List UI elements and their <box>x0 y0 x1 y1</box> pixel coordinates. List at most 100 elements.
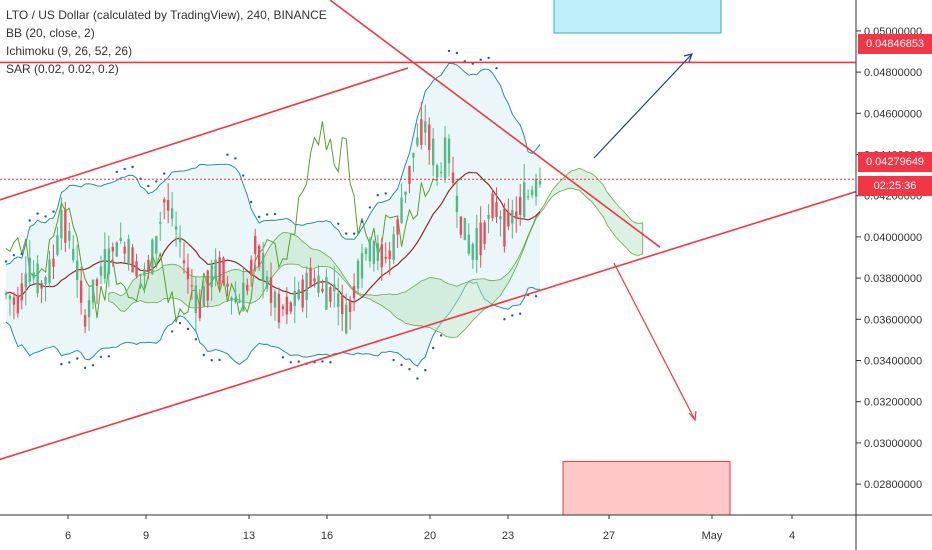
candle-body <box>360 253 364 279</box>
candle-body <box>451 172 455 184</box>
sar-dot <box>368 206 372 209</box>
candle-body <box>210 263 213 288</box>
candle-body <box>214 259 217 279</box>
sar-dot <box>273 212 277 216</box>
candle-body <box>368 239 372 262</box>
price-tick-label: 0.03800000 <box>864 273 922 285</box>
candle-body <box>503 208 506 247</box>
candle-body <box>277 293 281 323</box>
candle-body <box>293 290 296 306</box>
sar-dot <box>258 215 261 219</box>
candle-body <box>534 178 538 197</box>
candle-body <box>352 285 356 299</box>
sar-dot <box>210 359 213 362</box>
sar-dot <box>329 361 332 364</box>
candle-body <box>491 193 494 219</box>
sar-dots <box>4 49 538 380</box>
sar-dot <box>163 172 166 175</box>
candle-body <box>261 252 265 281</box>
candle-body <box>178 237 182 243</box>
sar-dot <box>99 355 103 359</box>
candle-body <box>301 279 304 308</box>
candle-body <box>269 277 273 303</box>
candle-body <box>348 301 352 313</box>
sar-dot <box>455 51 459 55</box>
sar-dot <box>321 360 324 363</box>
candle-body <box>526 196 530 198</box>
projection-up-arrow <box>593 53 693 159</box>
sar-dot <box>68 361 71 364</box>
sar-dot <box>400 363 403 367</box>
candle-body <box>289 302 292 312</box>
sar-dot <box>534 295 538 298</box>
price-axis-bg <box>856 0 932 550</box>
candle-body <box>455 195 459 212</box>
target-box-up <box>553 0 722 34</box>
candle-body <box>194 285 198 314</box>
candle-body <box>400 197 403 223</box>
candles <box>4 101 542 335</box>
sar-dot <box>289 361 292 364</box>
candle-body <box>139 274 142 276</box>
sar-dot <box>495 67 498 70</box>
candle-body <box>416 137 419 146</box>
time-tick-label: 9 <box>143 530 149 542</box>
candle-body <box>242 282 245 312</box>
sar-dot <box>131 165 134 169</box>
sar-dot <box>91 364 95 367</box>
price-tick-label: 0.04600000 <box>864 108 922 120</box>
candle-body <box>222 257 225 283</box>
last-price-tag: 0.04279649 <box>858 152 932 172</box>
candle-body <box>238 301 241 303</box>
candle-body <box>364 248 368 255</box>
sar-dot <box>20 252 23 256</box>
candle-body <box>107 248 111 275</box>
sar-dot <box>194 338 198 341</box>
candle-body <box>48 259 51 283</box>
sar-dot <box>519 312 522 315</box>
channel-lower-line <box>0 190 857 461</box>
price-tick-label: 0.02800000 <box>864 479 922 491</box>
candle-body <box>20 283 24 301</box>
candle-body <box>344 304 348 334</box>
candle-body <box>530 190 534 196</box>
candle-body <box>60 209 63 239</box>
sar-dot <box>297 360 300 363</box>
candle-body <box>443 137 447 179</box>
candle-body <box>265 276 269 289</box>
sar-dot <box>60 362 63 366</box>
candle-body <box>170 208 174 219</box>
time-tick-label: 4 <box>789 530 795 542</box>
sar-dot <box>115 170 119 174</box>
candle-body <box>325 277 328 310</box>
candle-body <box>519 196 522 215</box>
candle-body <box>412 152 415 158</box>
candle-body <box>44 276 47 285</box>
candle-body <box>257 245 261 268</box>
sar-dot <box>416 377 419 380</box>
candle-body <box>32 272 35 279</box>
candle-body <box>36 263 39 294</box>
candle-body <box>16 296 20 314</box>
sar-dot <box>4 260 8 263</box>
candle-body <box>392 234 395 260</box>
candle-body <box>127 238 130 266</box>
sar-dot <box>479 58 482 61</box>
time-tick-label: 13 <box>243 530 255 542</box>
sar-dot <box>360 220 364 223</box>
sar-dot <box>234 157 237 160</box>
candle-body <box>91 279 95 303</box>
candle-body <box>329 287 332 302</box>
sar-dot <box>432 346 435 350</box>
candle-body <box>435 165 439 178</box>
candle-body <box>40 282 43 289</box>
time-tick-label: 20 <box>424 530 436 542</box>
sar-dot <box>337 222 340 225</box>
candle-body <box>99 266 103 276</box>
sar-dot <box>218 358 221 362</box>
sar-dot <box>170 330 174 333</box>
candle-body <box>487 215 490 219</box>
lagging-span <box>5 121 438 323</box>
